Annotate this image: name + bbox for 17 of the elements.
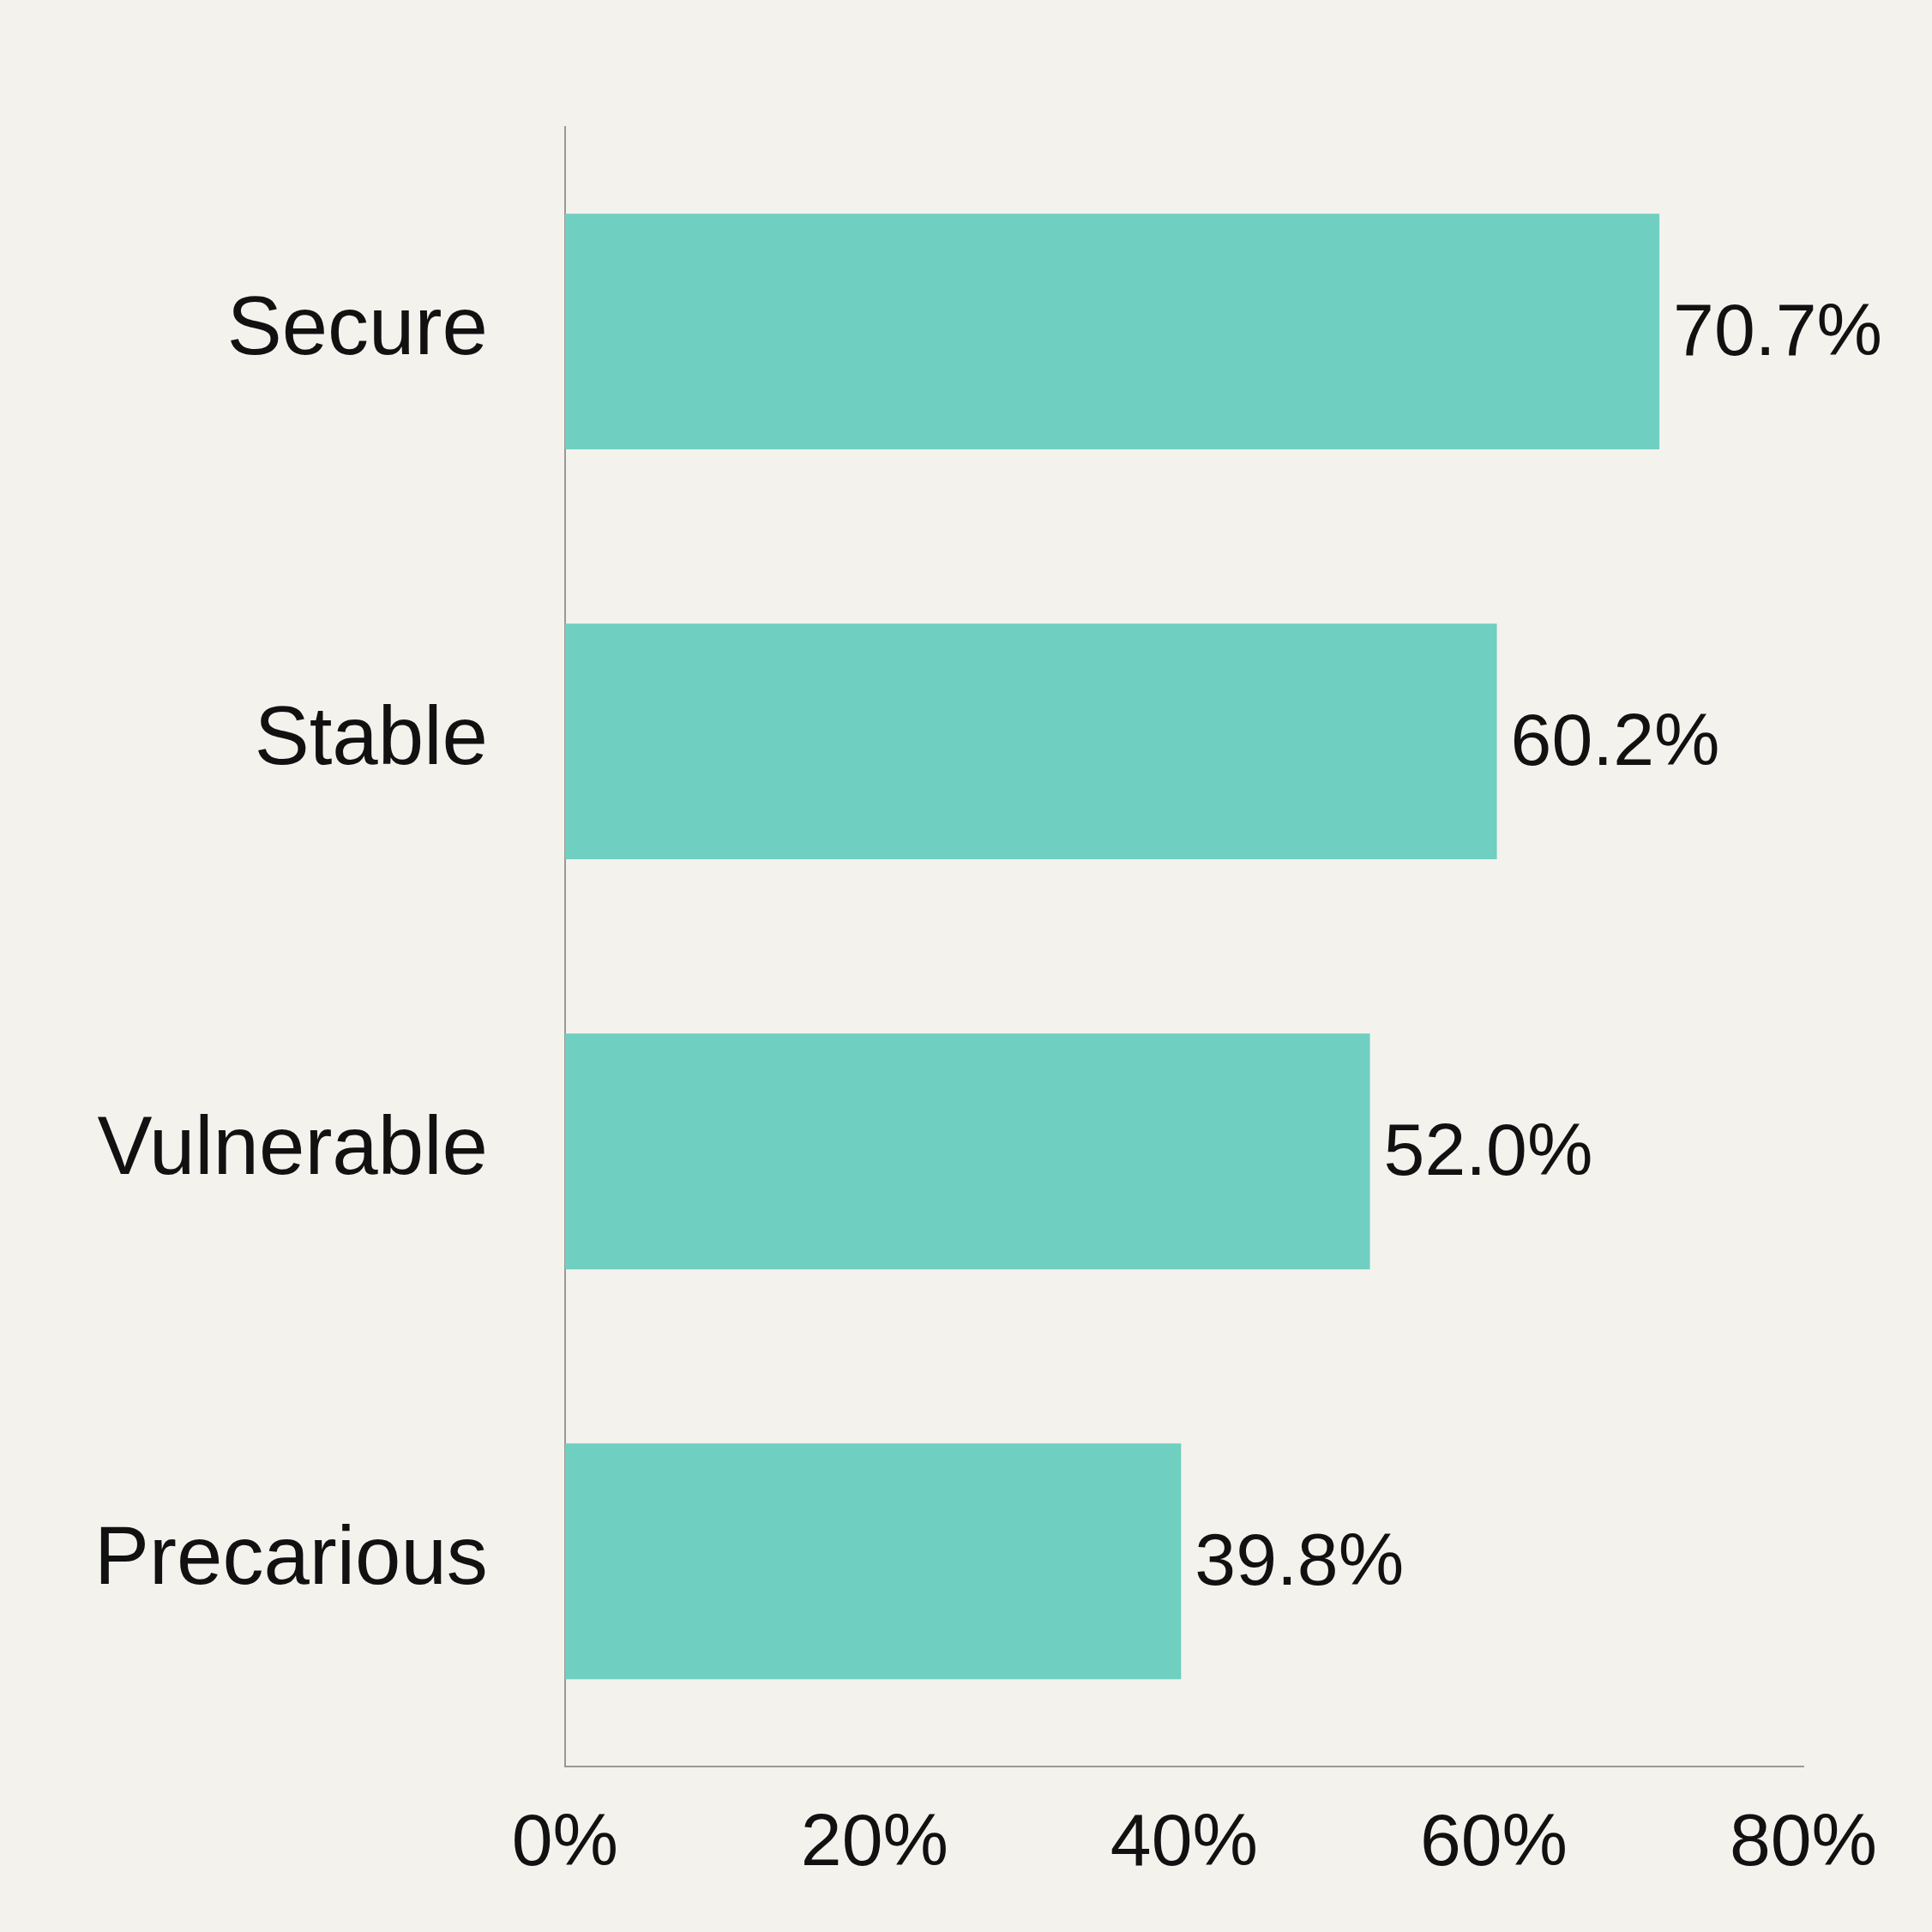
bar xyxy=(564,1033,1370,1270)
bar xyxy=(564,214,1660,450)
bar xyxy=(564,1443,1182,1680)
data-label: 70.7% xyxy=(1673,288,1882,371)
x-tick-label: 60% xyxy=(1419,1798,1568,1881)
x-tick-label: 20% xyxy=(800,1798,948,1881)
data-label: 52.0% xyxy=(1383,1108,1593,1191)
y-tick-label: Vulnerable xyxy=(97,1099,488,1192)
y-tick-label: Secure xyxy=(226,280,488,372)
y-tick-label: Stable xyxy=(254,689,488,782)
bar xyxy=(564,623,1497,860)
x-tick-label: 0% xyxy=(511,1798,619,1881)
data-label: 39.8% xyxy=(1195,1518,1405,1601)
y-tick-label: Precarious xyxy=(94,1509,488,1602)
x-tick-label: 40% xyxy=(1110,1798,1258,1881)
data-label: 60.2% xyxy=(1510,698,1720,781)
x-tick-label: 80% xyxy=(1729,1798,1878,1881)
